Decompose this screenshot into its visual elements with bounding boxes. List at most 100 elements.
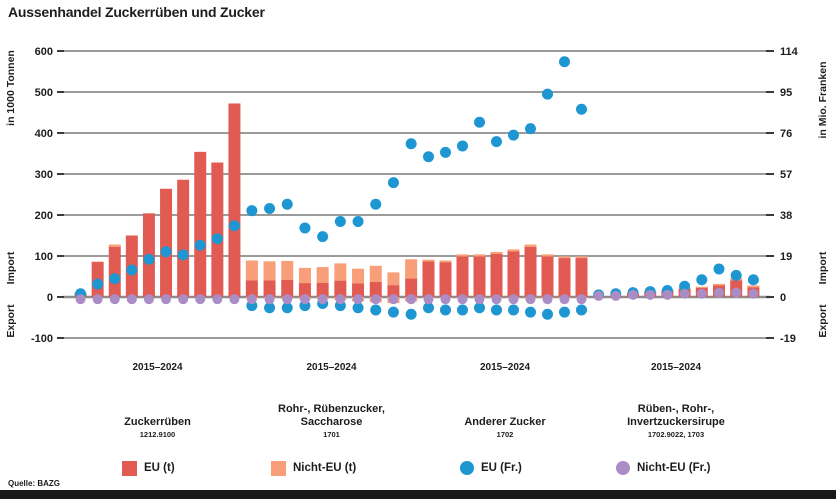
source-note: Quelle: BAZG bbox=[8, 479, 61, 488]
dot-nicht-eu-fr bbox=[542, 294, 553, 305]
dot-nicht-eu-fr bbox=[559, 294, 570, 305]
dot-import-eu-fr bbox=[281, 198, 293, 210]
right-tick-label: -19 bbox=[780, 333, 796, 345]
dot-nicht-eu-fr bbox=[264, 294, 275, 305]
bar-import-nicht-eu bbox=[422, 259, 435, 262]
dot-nicht-eu-fr bbox=[491, 294, 502, 305]
bar-import-nicht-eu bbox=[405, 259, 418, 279]
right-tick-label: 19 bbox=[780, 251, 792, 263]
left-tick-label: 0 bbox=[47, 292, 53, 304]
dot-export-eu-fr bbox=[508, 304, 519, 316]
bar-import-eu bbox=[387, 285, 400, 297]
group-block-zuckerrueben: 2015–2024 Zuckerrüben 1212.9100 bbox=[72, 358, 243, 446]
dot-import-eu-fr bbox=[713, 263, 725, 275]
group-period: 2015–2024 bbox=[650, 362, 702, 373]
bar-import-eu bbox=[369, 281, 382, 297]
dot-import-eu-fr bbox=[317, 231, 329, 243]
legend-item-nicht-eu-t: Nicht-EU (t) bbox=[271, 459, 356, 477]
group-name: Rüben-, Rohr-, Invertzuckersirupe bbox=[627, 403, 725, 428]
dot-nicht-eu-fr bbox=[246, 294, 257, 305]
plot-area: 600 114 500 95 400 76 300 57 200 38 100 19 0 0 -100 -19… bbox=[5, 46, 829, 345]
dot-import-eu-fr bbox=[559, 56, 570, 68]
bar-import-eu bbox=[281, 279, 294, 297]
group-block-sirupe: 2015–2024 Rüben-, Rohr-, Invertzuckersir… bbox=[590, 358, 762, 446]
right-axis-title: in Mio. Franken bbox=[817, 61, 829, 138]
bar-import-eu bbox=[263, 280, 276, 297]
dot-nicht-eu-fr bbox=[731, 287, 742, 298]
dot-import-eu-fr bbox=[126, 264, 138, 276]
bar-import-eu bbox=[439, 262, 452, 297]
bar-import-eu bbox=[194, 151, 207, 297]
bar-import-eu bbox=[575, 258, 588, 297]
dot-import-eu-fr bbox=[228, 220, 240, 232]
legend-item-eu-fr: EU (Fr.) bbox=[460, 459, 522, 477]
dot-nicht-eu-fr bbox=[576, 294, 587, 305]
group-tariff-number: 1702 bbox=[496, 430, 514, 439]
left-tick-label: 600 bbox=[35, 46, 53, 58]
bar-import-eu bbox=[558, 258, 571, 297]
dot-import-eu-fr bbox=[747, 274, 759, 286]
dot-export-eu-fr bbox=[423, 302, 434, 314]
group-labels-row: 2015–2024 Zuckerrüben 1212.9100 2015–202… bbox=[0, 358, 836, 448]
group-tariff-number: 1701 bbox=[323, 430, 340, 439]
bar-import-nicht-eu bbox=[490, 251, 503, 254]
dot-nicht-eu-fr bbox=[457, 294, 468, 305]
left-tick-label: 500 bbox=[35, 87, 53, 99]
dot-import-eu-fr bbox=[177, 249, 189, 261]
dot-nicht-eu-fr bbox=[610, 290, 621, 301]
bar-import-nicht-eu bbox=[108, 244, 121, 247]
eu-t-swatch-icon bbox=[122, 460, 137, 476]
bar-import-eu bbox=[177, 179, 190, 297]
dot-nicht-eu-fr bbox=[508, 294, 519, 305]
bar-import-nicht-eu bbox=[524, 244, 537, 247]
dot-import-eu-fr bbox=[423, 151, 434, 163]
footer-bar bbox=[0, 490, 836, 499]
dot-export-eu-fr bbox=[576, 304, 587, 316]
left-export-label: Export bbox=[5, 304, 17, 338]
bar-import-eu bbox=[298, 283, 311, 297]
dot-nicht-eu-fr bbox=[161, 294, 172, 305]
bar-import-eu bbox=[405, 278, 418, 297]
legend-item-eu-t: EU (t) bbox=[122, 459, 175, 477]
dot-import-eu-fr bbox=[334, 215, 346, 227]
chart-legend: EU (t) Nicht-EU (t) EU (Fr.) Nicht-EU (F… bbox=[0, 459, 836, 479]
legend-label: EU (t) bbox=[144, 462, 175, 474]
dots bbox=[75, 56, 759, 320]
bars bbox=[74, 103, 760, 304]
bar-import-eu bbox=[108, 246, 121, 297]
dot-nicht-eu-fr bbox=[335, 294, 346, 305]
bar-import-eu bbox=[160, 188, 173, 297]
dot-nicht-eu-fr bbox=[748, 288, 759, 299]
bar-import-eu bbox=[541, 256, 554, 297]
dot-import-eu-fr bbox=[264, 203, 276, 215]
legend-label: Nicht-EU (Fr.) bbox=[637, 462, 711, 474]
dot-import-eu-fr bbox=[370, 198, 382, 210]
bar-import-eu bbox=[473, 256, 486, 297]
dot-import-eu-fr bbox=[211, 233, 223, 245]
dot-nicht-eu-fr bbox=[525, 294, 536, 305]
legend-item-nicht-eu-fr: Nicht-EU (Fr.) bbox=[616, 459, 710, 477]
right-tick-label: 95 bbox=[780, 87, 792, 99]
dot-nicht-eu-fr bbox=[388, 294, 399, 305]
bar-import-nicht-eu bbox=[558, 256, 571, 259]
dot-import-eu-fr bbox=[730, 269, 742, 281]
dot-nicht-eu-fr bbox=[92, 294, 103, 305]
group-name: Rohr-, Rübenzucker, Saccharose bbox=[278, 403, 385, 428]
bar-import-nicht-eu bbox=[575, 256, 588, 259]
bar-import-nicht-eu bbox=[439, 260, 452, 263]
bar-import-nicht-eu bbox=[713, 283, 725, 286]
bar-import-nicht-eu bbox=[695, 286, 708, 288]
dot-nicht-eu-fr bbox=[353, 294, 364, 305]
bar-import-nicht-eu bbox=[281, 260, 294, 280]
dot-nicht-eu-fr bbox=[195, 294, 206, 305]
dot-export-eu-fr bbox=[457, 304, 468, 316]
group-tariff-number: 1702.9022, 1703 bbox=[647, 430, 705, 439]
right-tick-label: 57 bbox=[780, 169, 792, 181]
dot-nicht-eu-fr bbox=[440, 294, 451, 305]
right-tick-label: 0 bbox=[780, 292, 786, 304]
dot-nicht-eu-fr bbox=[299, 294, 310, 305]
right-tick-label: 114 bbox=[780, 46, 799, 58]
dot-import-eu-fr bbox=[246, 205, 258, 217]
left-tick-label: 400 bbox=[35, 128, 53, 140]
dot-nicht-eu-fr bbox=[645, 289, 656, 300]
